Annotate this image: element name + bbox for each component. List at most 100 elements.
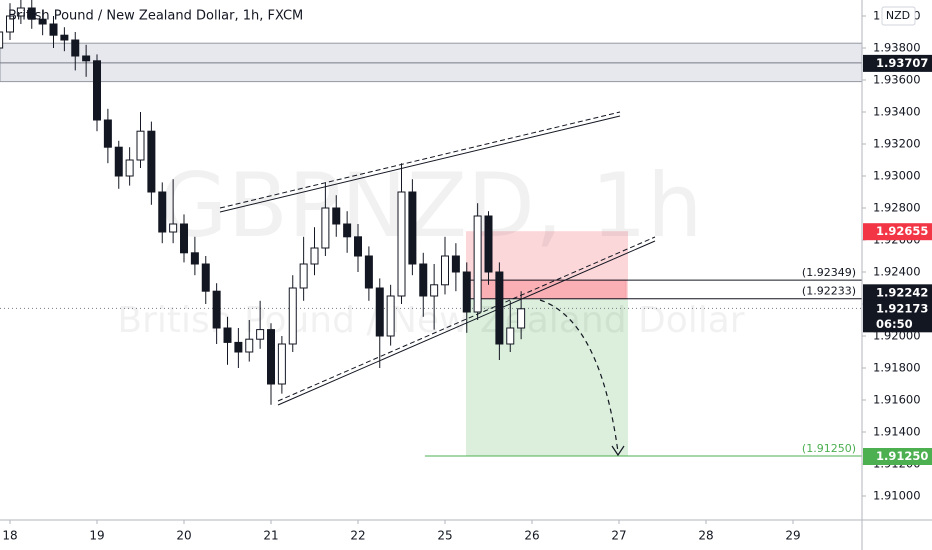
- candle-body: [223, 327, 232, 343]
- candle-body: [158, 191, 167, 233]
- price-tag-label: 1.93707: [876, 56, 928, 70]
- candle-body: [256, 329, 265, 340]
- background-layer: [0, 42, 863, 457]
- candle-body: [343, 223, 352, 238]
- candle-body: [386, 295, 395, 337]
- y-tick-label: 1.92400: [873, 265, 921, 279]
- candle-body: [506, 327, 515, 345]
- candle-body: [6, 15, 15, 33]
- y-tick-label: 1.93200: [873, 137, 921, 151]
- candle-body: [169, 223, 178, 233]
- candle-body: [430, 284, 439, 297]
- candle-body: [136, 130, 145, 161]
- candle-body: [267, 329, 276, 385]
- price-tag: [863, 54, 932, 72]
- candle-body: [310, 247, 319, 265]
- y-tick-label: 1.91800: [873, 361, 921, 375]
- price-tag-label: 1.92655: [876, 224, 928, 238]
- candle-body: [16, 7, 25, 17]
- candles-layer: [0, 0, 526, 405]
- candle-body: [38, 18, 47, 25]
- candle-body: [484, 215, 493, 273]
- candle-body: [125, 159, 134, 177]
- candle-body: [462, 271, 471, 313]
- candle-body: [397, 191, 406, 297]
- x-tick-label: 27: [611, 529, 626, 543]
- price-tag: [863, 284, 932, 302]
- candle-body: [408, 191, 417, 265]
- candle-body: [299, 263, 308, 289]
- candle-body: [114, 146, 123, 177]
- y-tick-label: 1.91600: [873, 393, 921, 407]
- channel-lower-dashed: [277, 236, 656, 402]
- candle-body: [277, 343, 286, 385]
- projection-curve: [539, 299, 619, 453]
- x-tick-label: 22: [350, 529, 365, 543]
- y-tick-label: 1.93600: [873, 73, 921, 87]
- candle-body: [60, 34, 69, 41]
- watermark-name: British Pound / New Zealand Dollar: [117, 300, 744, 341]
- projection-arrowhead: [611, 445, 625, 457]
- candle-body: [234, 341, 243, 353]
- channel-upper: [219, 115, 621, 213]
- current-price-tag: [863, 300, 932, 333]
- candle-body: [82, 55, 91, 62]
- candle-body: [375, 287, 384, 337]
- candle-body: [364, 255, 373, 289]
- candle-body: [441, 255, 450, 286]
- candle-body: [71, 39, 80, 57]
- candle-body: [354, 236, 363, 257]
- x-tick-label: 29: [785, 529, 800, 543]
- y-tick-label: 1.91000: [873, 489, 921, 503]
- candle-body: [517, 308, 526, 329]
- price-tag: [863, 223, 932, 241]
- candle-body: [0, 31, 4, 49]
- x-tick-label: 20: [176, 529, 191, 543]
- candle-body: [473, 215, 482, 313]
- candle-body: [495, 271, 504, 345]
- current-price-label: 1.92173: [876, 301, 928, 315]
- x-tick-label: 26: [524, 529, 539, 543]
- candle-body: [451, 255, 460, 273]
- time-axis-panel: [0, 520, 932, 550]
- x-tick-label: 28: [698, 529, 713, 543]
- currency-box[interactable]: [881, 6, 916, 26]
- target-zone: [466, 298, 628, 456]
- candle-body: [27, 7, 36, 20]
- chart-title: British Pound / New Zealand Dollar, 1h, …: [8, 9, 303, 24]
- level-label: (1.91250): [802, 442, 856, 455]
- y-tick-label: 1.93000: [873, 169, 921, 183]
- candle-body: [201, 263, 210, 292]
- candle-body: [180, 223, 189, 254]
- candle-body: [321, 207, 330, 249]
- x-tick-label: 18: [2, 529, 17, 543]
- candle-body: [103, 119, 112, 148]
- watermark-symbol: GBPNZD, 1h: [159, 154, 702, 257]
- x-tick-label: 25: [437, 529, 452, 543]
- level-label: (1.92233): [802, 285, 856, 298]
- candle-body: [332, 207, 341, 225]
- countdown-label: 06:50: [876, 317, 913, 331]
- currency-label[interactable]: NZD: [886, 9, 910, 22]
- y-tick-label: 1.91400: [873, 425, 921, 439]
- y-tick-label: 1.92800: [873, 201, 921, 215]
- price-tag-label: 1.91250: [876, 449, 928, 463]
- x-tick-label: 21: [263, 529, 278, 543]
- candle-body: [93, 60, 102, 121]
- channel-upper-dashed: [219, 111, 621, 209]
- candle-body: [245, 338, 254, 353]
- y-tick-label: 1.93800: [873, 41, 921, 55]
- price-tag-label: 1.92242: [876, 285, 928, 299]
- candle-body: [49, 23, 58, 36]
- level-label: (1.92349): [802, 266, 856, 279]
- price-tag: [863, 448, 932, 465]
- candle-body: [212, 290, 221, 329]
- candle-body: [147, 130, 156, 193]
- candle-body: [288, 287, 297, 345]
- candle-body: [190, 252, 199, 265]
- x-tick-label: 19: [89, 529, 104, 543]
- y-tick-label: 1.93400: [873, 105, 921, 119]
- candle-body: [419, 263, 428, 297]
